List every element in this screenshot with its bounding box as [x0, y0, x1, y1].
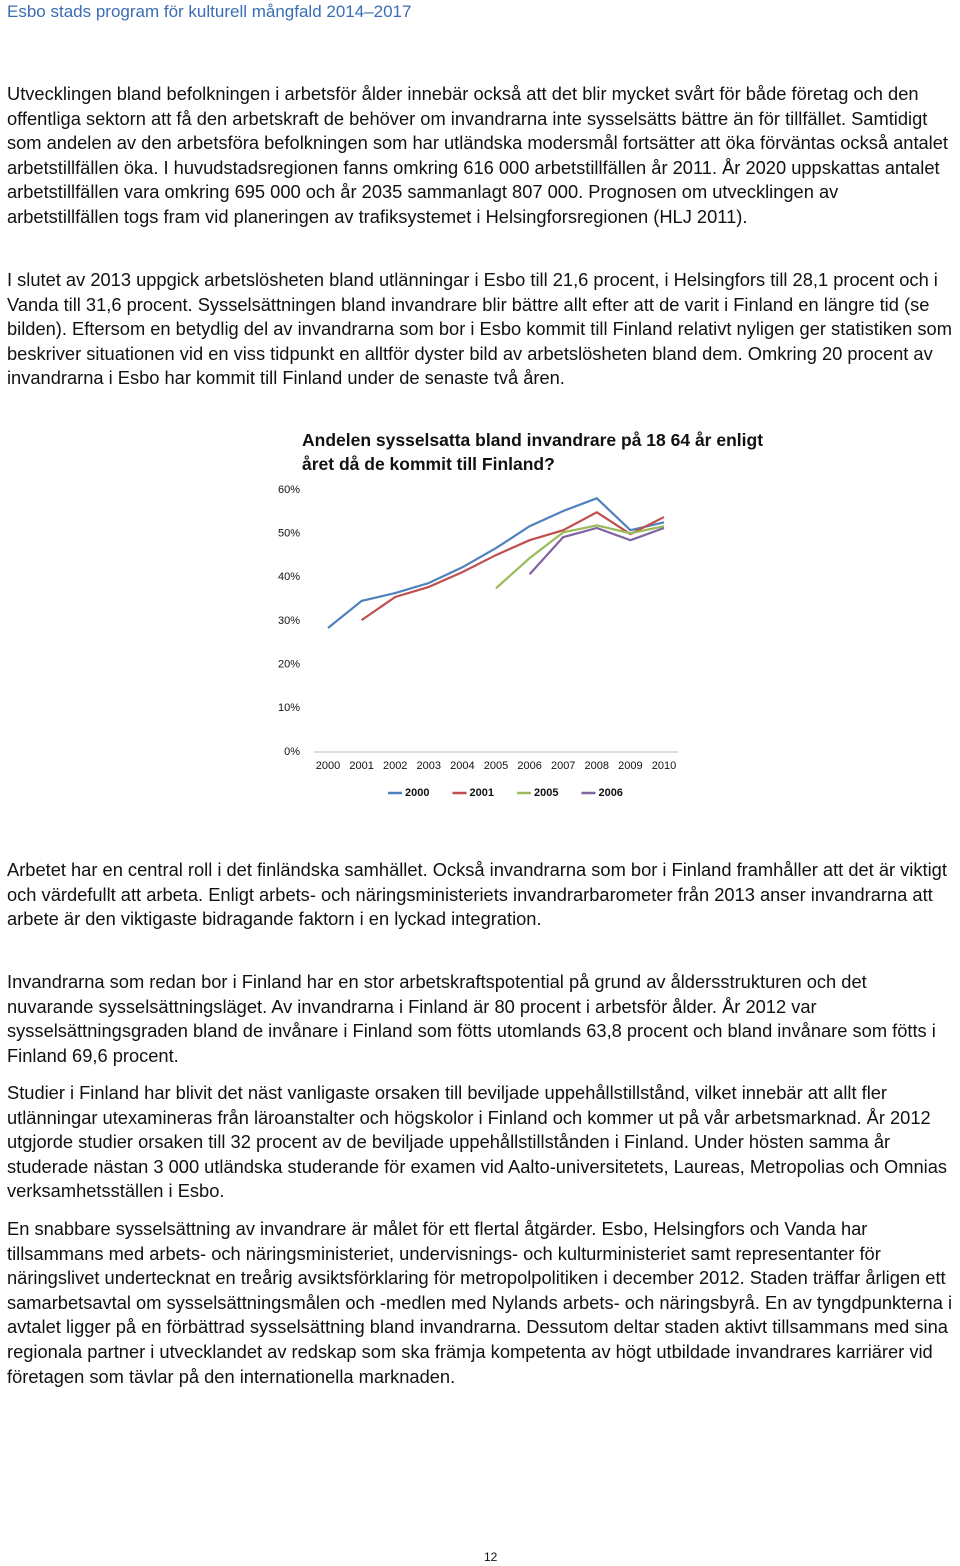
x-tick-label: 2006 — [517, 760, 541, 772]
x-tick-label: 2001 — [349, 760, 373, 772]
series-line — [327, 497, 665, 629]
paragraph: I slutet av 2013 uppgick arbetslösheten … — [7, 269, 952, 389]
x-tick-label: 2002 — [383, 760, 407, 772]
header-title: Esbo stads program för kulturell mångfal… — [7, 2, 412, 21]
paragraph: Arbetet har en central roll i det finlän… — [7, 859, 947, 930]
y-tick-label: 20% — [278, 659, 300, 671]
legend-label: 2000 — [405, 787, 429, 799]
chart: 0% 10% 20% 30% 40% 50% 60% 2000 2001 2002 2003 2004… — [278, 484, 678, 799]
legend-label: 2006 — [598, 787, 622, 799]
x-tick-label: 2008 — [585, 760, 609, 772]
series-line — [360, 510, 665, 622]
x-tick-label: 2007 — [551, 760, 575, 772]
series-line — [495, 524, 665, 590]
paragraph: Invandrarna som redan bor i Finland har … — [7, 971, 936, 1066]
x-tick-label: 2009 — [618, 760, 642, 772]
y-tick-label: 50% — [278, 528, 300, 540]
x-tick-label: 2004 — [450, 760, 474, 772]
legend-label: 2001 — [469, 787, 493, 799]
y-tick-label: 40% — [278, 571, 300, 583]
y-tick-label: 30% — [278, 615, 300, 627]
page-number: 12 — [484, 1550, 498, 1564]
x-tick-label: 2003 — [417, 760, 441, 772]
paragraph: En snabbare sysselsättning av invandrare… — [7, 1218, 953, 1387]
x-tick-label: 2000 — [316, 760, 340, 772]
chart-title: Andelen sysselsatta bland invandrare på … — [302, 430, 764, 474]
paragraph: Studier i Finland har blivit det näst va… — [7, 1082, 948, 1202]
legend-label: 2005 — [534, 787, 558, 799]
y-tick-label: 60% — [278, 484, 300, 496]
y-tick-label: 10% — [278, 702, 300, 714]
y-tick-label: 0% — [284, 746, 300, 758]
x-tick-label: 2005 — [484, 760, 508, 772]
paragraph: Utvecklingen bland befolkningen i arbets… — [7, 83, 948, 227]
x-tick-label: 2010 — [652, 760, 676, 772]
series-line — [528, 526, 665, 576]
